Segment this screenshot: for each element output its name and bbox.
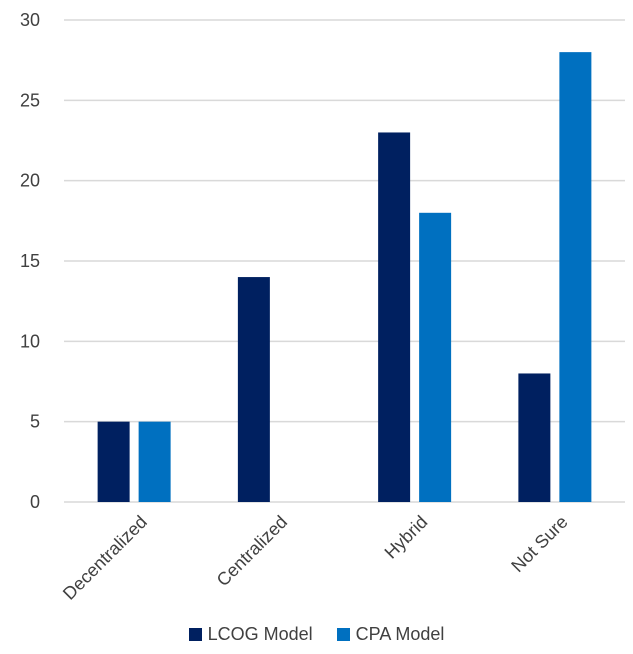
legend-item-cpa: CPA Model [336, 624, 445, 645]
y-tick-label: 20 [20, 171, 40, 191]
x-axis-labels: Decentralized Centralized Hybrid Not Sure [59, 512, 572, 604]
x-category-label: Decentralized [59, 512, 151, 604]
legend-swatch-cpa [336, 628, 350, 641]
bars [97, 52, 592, 503]
y-tick-label: 10 [20, 331, 40, 351]
legend: LCOG Model CPA Model [0, 624, 633, 645]
x-category-label: Centralized [213, 512, 292, 591]
y-axis-ticks: 0 5 10 15 20 25 30 [20, 10, 40, 512]
x-category-label: Not Sure [507, 512, 571, 576]
y-tick-label: 0 [30, 492, 40, 512]
legend-label-cpa: CPA Model [355, 624, 445, 644]
bar-cpa-model [138, 421, 171, 502]
bar-lcog-model [237, 277, 270, 502]
bar-cpa-model [559, 52, 592, 503]
legend-label-lcog: LCOG Model [207, 624, 313, 644]
legend-swatch-lcog [188, 628, 202, 641]
y-tick-label: 30 [20, 10, 40, 30]
y-tick-label: 25 [20, 90, 40, 110]
bar-lcog-model [97, 421, 130, 502]
bar-lcog-model [518, 373, 551, 502]
y-tick-label: 5 [30, 412, 40, 432]
x-category-label: Hybrid [381, 512, 432, 563]
legend-item-lcog: LCOG Model [188, 624, 313, 645]
y-tick-label: 15 [20, 251, 40, 271]
bar-cpa-model [419, 212, 452, 503]
bar-lcog-model [378, 132, 411, 502]
